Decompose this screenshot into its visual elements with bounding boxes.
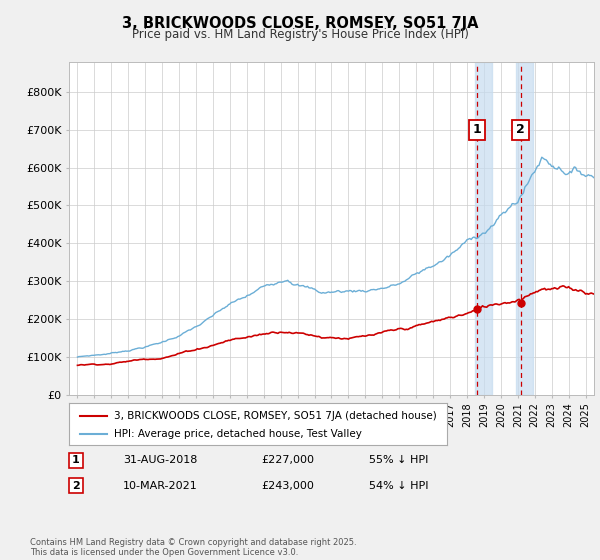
Text: 3, BRICKWOODS CLOSE, ROMSEY, SO51 7JA: 3, BRICKWOODS CLOSE, ROMSEY, SO51 7JA — [122, 16, 478, 31]
Text: 31-AUG-2018: 31-AUG-2018 — [123, 455, 197, 465]
Bar — [475, 62, 493, 395]
Text: Price paid vs. HM Land Registry's House Price Index (HPI): Price paid vs. HM Land Registry's House … — [131, 28, 469, 41]
Text: 2: 2 — [72, 480, 80, 491]
Text: 3, BRICKWOODS CLOSE, ROMSEY, SO51 7JA (detached house): 3, BRICKWOODS CLOSE, ROMSEY, SO51 7JA (d… — [115, 411, 437, 421]
Text: 1: 1 — [72, 455, 80, 465]
Text: 54% ↓ HPI: 54% ↓ HPI — [369, 480, 428, 491]
Text: HPI: Average price, detached house, Test Valley: HPI: Average price, detached house, Test… — [115, 429, 362, 439]
Bar — [516, 62, 533, 395]
Text: 1: 1 — [472, 123, 481, 136]
Text: 55% ↓ HPI: 55% ↓ HPI — [369, 455, 428, 465]
Text: £227,000: £227,000 — [261, 455, 314, 465]
Text: 10-MAR-2021: 10-MAR-2021 — [123, 480, 198, 491]
Text: 2: 2 — [516, 123, 525, 136]
Text: Contains HM Land Registry data © Crown copyright and database right 2025.
This d: Contains HM Land Registry data © Crown c… — [30, 538, 356, 557]
Text: £243,000: £243,000 — [261, 480, 314, 491]
